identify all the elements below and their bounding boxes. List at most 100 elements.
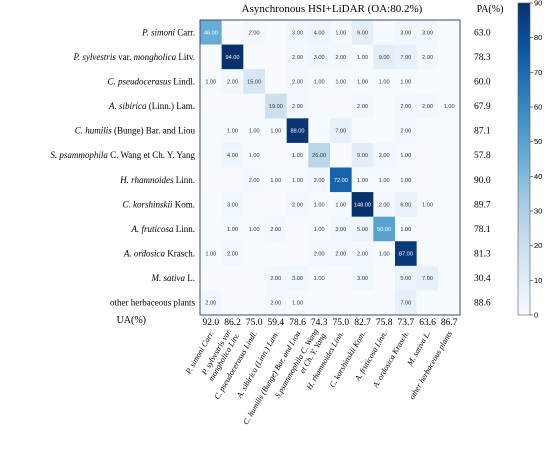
colorbar-tick-label: 80	[534, 33, 542, 42]
heatmap-cell	[308, 216, 331, 242]
heatmap-cell	[438, 142, 461, 168]
cell-value-label: 1.00	[314, 227, 325, 233]
heatmap-cell	[416, 192, 439, 217]
heatmap-cell	[221, 216, 244, 242]
row-labels: P. simoni Carr. P. sylvestris var. mongho…	[50, 27, 195, 307]
row-label: S. psammophila C. Wang et Ch. Y. Yang	[50, 150, 195, 160]
heatmap-cell	[351, 216, 374, 242]
row-label: C. humilis (Bunge) Bar. and Liou	[75, 126, 196, 136]
heatmap-cell	[243, 20, 266, 45]
cell-value-label: 2.00	[292, 104, 303, 110]
cell-value-label: 26.00	[312, 153, 326, 159]
heatmap-cell	[286, 44, 309, 70]
heatmap-cell	[438, 93, 461, 119]
heatmap-cell	[286, 290, 309, 316]
heatmap-cell	[286, 192, 309, 217]
heatmap-cell	[351, 118, 374, 144]
cell-value-label: 1.00	[400, 153, 411, 159]
cell-value-label: 7.00	[400, 55, 411, 61]
heatmap-cell	[330, 142, 352, 168]
cell-value-label: 3.00	[335, 227, 346, 233]
cell-value-label: 50.00	[377, 227, 391, 233]
heatmap-cell	[200, 241, 222, 267]
heatmap-cell	[221, 290, 244, 316]
cell-value-label: 9.00	[357, 30, 368, 36]
colorbar-tick-label: 0	[534, 311, 538, 320]
heatmap-cell	[265, 93, 287, 119]
cell-value-label: 1.00	[270, 129, 281, 135]
pa-value: 78.3	[474, 53, 491, 63]
ua-value: 73.7	[398, 318, 415, 328]
row-label: other herbaceous plants	[110, 298, 195, 308]
cell-value-label: 1.00	[249, 227, 260, 233]
pa-values: 63.0 78.3 60.0 67.9 87.1 57.8 90.0 89.7 78.1 81.3…	[474, 28, 491, 308]
heatmap-cell	[351, 93, 374, 119]
heatmap-cell	[243, 290, 266, 316]
cell-value-label: 1.00	[400, 178, 411, 184]
heatmap-cell	[200, 93, 222, 119]
heatmap-cell	[416, 118, 439, 144]
heatmap-cell	[286, 20, 309, 45]
heatmap-cell	[330, 93, 352, 119]
heatmap-cell	[330, 69, 352, 95]
cell-value-label: 15.00	[247, 79, 261, 85]
row-label: P. simoni Carr.	[141, 27, 195, 37]
cell-value-label: 2.00	[270, 276, 281, 282]
ua-header: UA(%)	[117, 315, 146, 326]
heatmap-cell	[286, 93, 309, 119]
ua-value: 78.6	[289, 318, 306, 328]
cell-value-label: 2.00	[379, 202, 390, 208]
heatmap-cell	[243, 265, 266, 291]
heatmap-cell	[200, 118, 222, 144]
cell-value-label: 5.00	[357, 227, 368, 233]
heatmap-cell	[243, 216, 266, 242]
cell-value-label: 5.00	[400, 276, 411, 282]
heatmap-cell	[308, 44, 331, 70]
heatmap-cell	[243, 118, 266, 144]
cell-value-label: 7.00	[335, 129, 346, 135]
heatmap-cell	[351, 142, 374, 168]
row-label: C. korshinskii Kom.	[122, 199, 195, 209]
pa-value: 67.9	[474, 102, 491, 112]
heatmap-cell	[438, 167, 461, 193]
heatmap-cell	[286, 142, 309, 168]
heatmap-cell	[351, 167, 374, 193]
heatmap-cell	[221, 265, 244, 291]
heatmap-cell	[438, 192, 461, 217]
heatmap-cell	[330, 44, 352, 70]
row-label: M. sativa L.	[151, 273, 196, 283]
heatmap-cell	[221, 118, 244, 144]
heatmap-cell	[243, 69, 266, 95]
heatmap-cell	[395, 192, 417, 217]
heatmap-cell	[373, 216, 396, 242]
cell-value-label: 1.00	[249, 153, 260, 159]
cell-value-label: 9.00	[357, 153, 368, 159]
heatmap-cell	[286, 118, 309, 144]
cell-value-label: 4.00	[314, 30, 325, 36]
heatmap-cell	[265, 192, 287, 217]
heatmap-cell	[416, 216, 439, 242]
heatmap-cell	[200, 216, 222, 242]
cell-value-label: 1.00	[205, 252, 216, 258]
ua-value: 63.6	[419, 318, 436, 328]
heatmap-cell	[395, 20, 417, 45]
heatmap-cell	[243, 192, 266, 217]
heatmap-cell	[416, 241, 439, 267]
heatmap-cell	[373, 20, 396, 45]
heatmap-cell	[221, 20, 244, 45]
cell-value-label: 2.00	[249, 178, 260, 184]
heatmap-cell	[330, 241, 352, 267]
heatmap-cell	[308, 118, 331, 144]
colorbar-ticks: 0 10 20 30 40 50 60 70 80 90	[530, 0, 542, 320]
cell-value-label: 1.00	[379, 178, 390, 184]
cell-value-label: 2.00	[227, 79, 238, 85]
cell-value-label: 2.00	[379, 153, 390, 159]
cell-value-label: 1.00	[357, 55, 368, 61]
heatmap-cell	[200, 142, 222, 168]
heatmap-cell	[265, 142, 287, 168]
ua-value: 86.7	[441, 318, 458, 328]
heatmap-cell	[221, 69, 244, 95]
heatmap-cell	[265, 118, 287, 144]
ua-value: 75.0	[246, 318, 263, 328]
heatmap-cell	[395, 290, 417, 316]
